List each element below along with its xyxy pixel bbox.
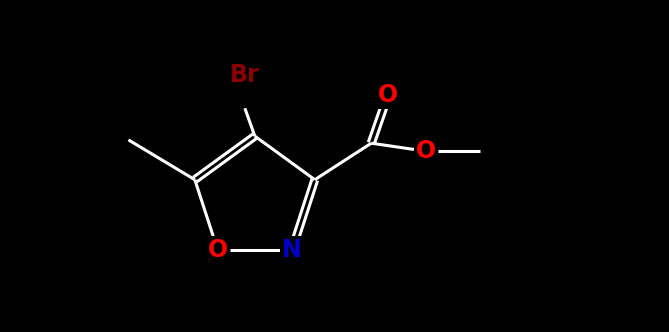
Text: O: O <box>415 139 436 163</box>
Text: Br: Br <box>230 63 260 87</box>
Text: O: O <box>207 238 228 262</box>
Text: O: O <box>378 83 398 107</box>
Text: N: N <box>282 238 302 262</box>
